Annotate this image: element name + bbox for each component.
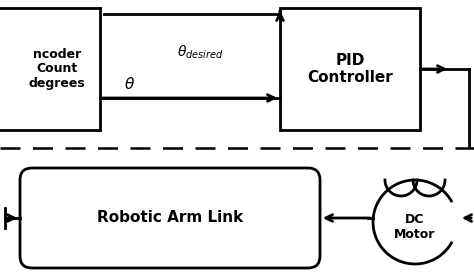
Text: DC
Motor: DC Motor [394, 213, 436, 241]
Bar [280, 8, 420, 130]
Text: ncoder
Count
degrees: ncoder Count degrees [28, 47, 85, 90]
FancyBboxPatch shape [20, 168, 320, 268]
Text: PID
Controller: PID Controller [307, 53, 393, 85]
Text: $\theta$: $\theta$ [125, 76, 136, 92]
Text: $\theta_{desired}$: $\theta_{desired}$ [177, 43, 223, 61]
Text: Robotic Arm Link: Robotic Arm Link [97, 210, 243, 226]
